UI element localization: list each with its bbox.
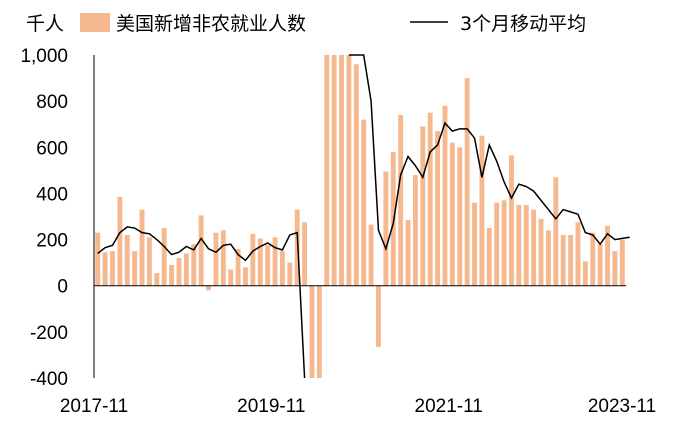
bar bbox=[124, 234, 130, 286]
y-tick-label: 1,000 bbox=[20, 46, 68, 67]
bar bbox=[420, 126, 426, 286]
bar bbox=[198, 215, 204, 286]
bar bbox=[597, 244, 603, 286]
legend-line-label: 3个月移动平均 bbox=[460, 13, 586, 35]
bar bbox=[442, 105, 448, 286]
bar bbox=[183, 253, 189, 286]
moving-average-line bbox=[97, 54, 630, 379]
bar bbox=[117, 196, 123, 286]
bar bbox=[191, 244, 197, 286]
bar bbox=[331, 55, 337, 286]
bar bbox=[228, 269, 234, 286]
bar bbox=[309, 285, 315, 378]
bar bbox=[575, 222, 581, 286]
bar bbox=[287, 262, 293, 286]
bar bbox=[169, 264, 175, 286]
bar bbox=[316, 285, 322, 378]
bar bbox=[612, 251, 618, 286]
bar bbox=[279, 251, 285, 286]
axes bbox=[93, 55, 626, 378]
bar bbox=[132, 251, 138, 286]
bar bbox=[560, 234, 566, 286]
bar bbox=[220, 230, 226, 286]
bar bbox=[479, 135, 485, 286]
bar bbox=[95, 232, 101, 286]
bar bbox=[435, 131, 441, 286]
bar bbox=[605, 225, 610, 286]
bar bbox=[486, 228, 492, 286]
bar bbox=[457, 147, 463, 286]
x-tick-label: 2023-11 bbox=[588, 396, 656, 417]
bar bbox=[412, 174, 418, 286]
bar bbox=[346, 55, 352, 286]
bar bbox=[353, 64, 359, 286]
bar bbox=[339, 55, 344, 286]
x-tick-labels: 2017-11 2019-11 2021-11 2023-11 bbox=[60, 396, 656, 417]
bar bbox=[154, 273, 160, 286]
y-tick-label: 0 bbox=[57, 277, 68, 298]
bar bbox=[243, 267, 248, 286]
bar bbox=[494, 202, 500, 286]
bar bbox=[235, 248, 241, 286]
bar bbox=[472, 202, 477, 286]
y-tick-labels: 1,000 800 600 400 200 0 -200 -400 bbox=[20, 46, 68, 390]
bar bbox=[302, 222, 308, 286]
y-tick-label: 400 bbox=[36, 184, 68, 205]
bar-series bbox=[95, 55, 625, 378]
bar bbox=[206, 285, 211, 291]
bar bbox=[110, 251, 115, 286]
bar bbox=[427, 112, 433, 286]
bar bbox=[383, 171, 389, 286]
bar bbox=[161, 228, 167, 286]
bar bbox=[590, 232, 596, 286]
bar bbox=[464, 78, 470, 286]
bar bbox=[516, 204, 522, 286]
bar bbox=[213, 232, 219, 286]
legend-bar-swatch bbox=[80, 13, 110, 32]
bar bbox=[146, 237, 152, 286]
bar bbox=[523, 204, 529, 286]
y-tick-label: -200 bbox=[30, 323, 68, 344]
bar bbox=[265, 245, 271, 286]
y-tick-label: 800 bbox=[36, 92, 68, 113]
bar bbox=[553, 177, 559, 286]
bar bbox=[257, 238, 263, 286]
bar bbox=[619, 239, 625, 286]
bar bbox=[501, 200, 507, 286]
bar bbox=[324, 55, 330, 286]
bar bbox=[102, 252, 108, 286]
bar bbox=[272, 237, 278, 286]
bar bbox=[139, 209, 145, 286]
bar bbox=[250, 233, 256, 286]
bar bbox=[538, 218, 544, 286]
bar bbox=[531, 209, 537, 286]
bar bbox=[176, 258, 182, 286]
bar bbox=[405, 219, 411, 286]
bar bbox=[368, 224, 374, 286]
bar bbox=[376, 285, 381, 347]
bar bbox=[294, 209, 300, 286]
bar bbox=[545, 230, 551, 286]
bar bbox=[361, 119, 367, 286]
y-unit-label: 千人 bbox=[26, 13, 64, 35]
x-tick-label: 2017-11 bbox=[60, 396, 128, 417]
bar bbox=[568, 234, 574, 286]
x-tick-label: 2021-11 bbox=[415, 396, 483, 417]
bar bbox=[398, 114, 404, 286]
y-tick-label: -400 bbox=[30, 369, 68, 390]
y-tick-label: 600 bbox=[36, 138, 68, 159]
bar bbox=[582, 261, 588, 286]
x-tick-label: 2019-11 bbox=[237, 396, 305, 417]
bar bbox=[449, 142, 455, 286]
legend-bar-label: 美国新增非农就业人数 bbox=[116, 13, 306, 35]
bar bbox=[509, 155, 514, 286]
y-tick-label: 200 bbox=[36, 231, 68, 252]
